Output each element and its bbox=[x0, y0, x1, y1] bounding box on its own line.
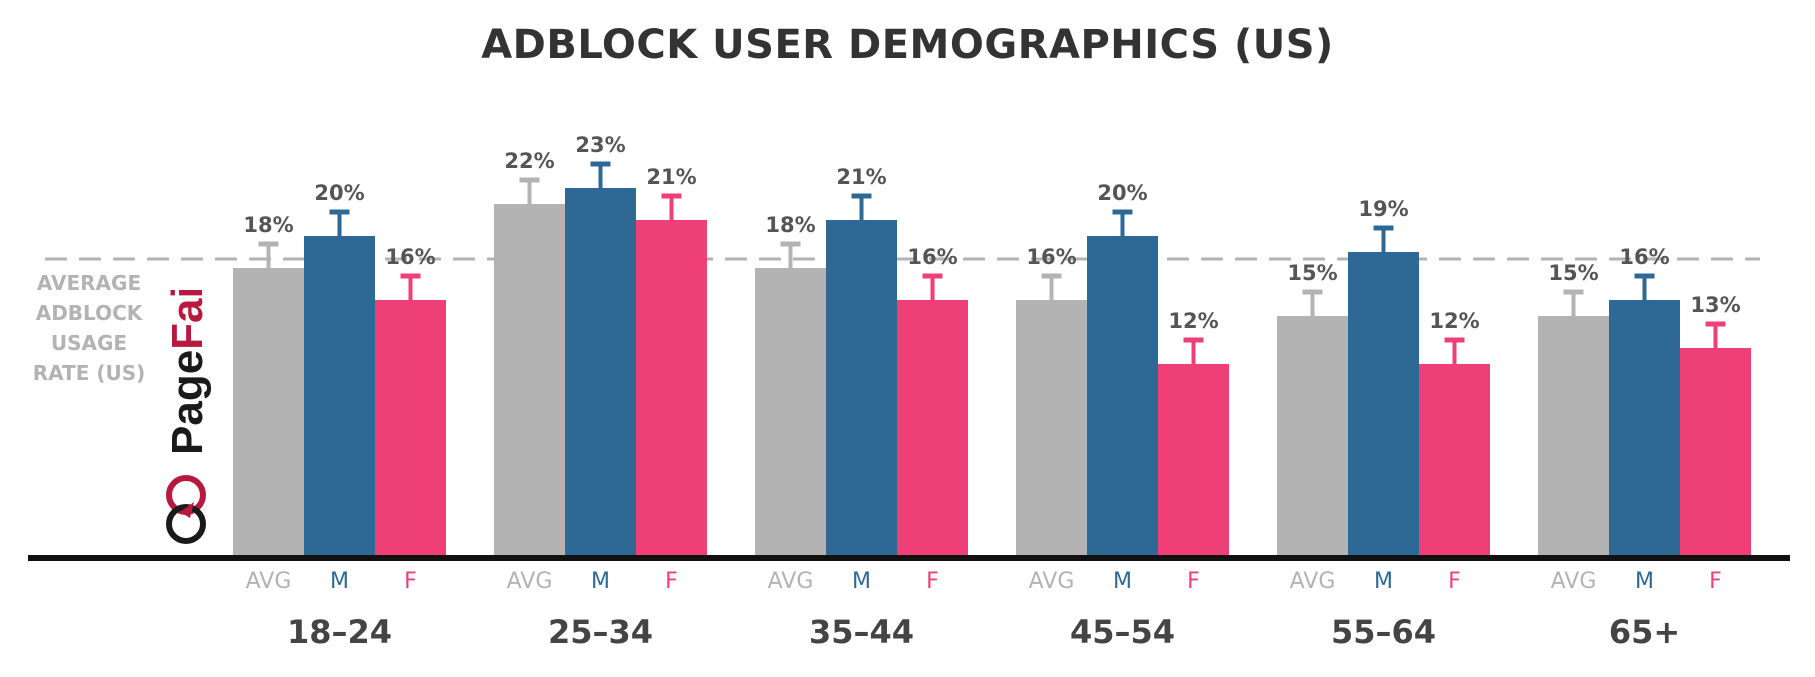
bar bbox=[1277, 316, 1348, 556]
bar bbox=[375, 300, 446, 556]
x-axis-group: AVG M F 18–24 AVG M F 25–34 AVG M F 35–44 AVG M F 45–54… bbox=[28, 555, 1790, 651]
tick-label: F bbox=[404, 569, 417, 594]
category-label: 65+ bbox=[1609, 613, 1680, 651]
data-label: 12% bbox=[1429, 309, 1479, 333]
tick-label: M bbox=[330, 569, 349, 594]
bar bbox=[826, 220, 897, 556]
bar bbox=[1016, 300, 1087, 556]
average-rate-label: AVERAGE ADBLOCK USAGE RATE (US) bbox=[14, 268, 164, 388]
category-label: 45–54 bbox=[1070, 613, 1175, 651]
bar bbox=[897, 300, 968, 556]
pagefair-logo: PageFair bbox=[163, 290, 212, 544]
category-label: 25–34 bbox=[548, 613, 653, 651]
data-label: 16% bbox=[907, 245, 957, 269]
tick-label: AVG bbox=[1290, 569, 1336, 594]
bar bbox=[1538, 316, 1609, 556]
tick-label: M bbox=[852, 569, 871, 594]
bar bbox=[494, 204, 565, 556]
data-label: 21% bbox=[646, 165, 696, 189]
category-label: 35–44 bbox=[809, 613, 914, 651]
average-rate-label-line: USAGE bbox=[50, 331, 128, 355]
bar bbox=[1609, 300, 1680, 556]
tick-label: AVG bbox=[1551, 569, 1597, 594]
data-label: 20% bbox=[1097, 181, 1147, 205]
tick-label: AVG bbox=[1029, 569, 1075, 594]
tick-label: F bbox=[926, 569, 939, 594]
data-label: 20% bbox=[314, 181, 364, 205]
bars-group bbox=[233, 161, 1751, 556]
bar bbox=[1348, 252, 1419, 556]
data-label: 19% bbox=[1358, 197, 1408, 221]
data-label: 18% bbox=[765, 213, 815, 237]
bar bbox=[1419, 364, 1490, 556]
tick-label: F bbox=[1448, 569, 1461, 594]
tick-label: AVG bbox=[507, 569, 553, 594]
bar bbox=[565, 188, 636, 556]
tick-label: M bbox=[591, 569, 610, 594]
pagefair-logo-text: PageFair bbox=[163, 290, 212, 455]
bar bbox=[233, 268, 304, 556]
average-rate-label-line: ADBLOCK bbox=[35, 301, 143, 325]
bar bbox=[1158, 364, 1229, 556]
tick-label: AVG bbox=[768, 569, 814, 594]
average-rate-label-line: RATE (US) bbox=[32, 361, 146, 385]
bar bbox=[1087, 236, 1158, 556]
tick-label: AVG bbox=[246, 569, 292, 594]
data-label: 22% bbox=[504, 149, 554, 173]
average-rate-label-line: AVERAGE bbox=[36, 271, 142, 295]
data-label: 13% bbox=[1690, 293, 1740, 317]
data-label: 12% bbox=[1168, 309, 1218, 333]
tick-label: F bbox=[1187, 569, 1200, 594]
data-label: 23% bbox=[575, 133, 625, 157]
chart-title: ADBLOCK USER DEMOGRAPHICS (US) bbox=[481, 22, 1334, 68]
data-label: 21% bbox=[836, 165, 886, 189]
data-label: 16% bbox=[1619, 245, 1669, 269]
pagefair-logo-icon bbox=[166, 475, 206, 544]
data-label: 16% bbox=[385, 245, 435, 269]
data-label: 15% bbox=[1287, 261, 1337, 285]
tick-label: M bbox=[1113, 569, 1132, 594]
data-label: 16% bbox=[1026, 245, 1076, 269]
data-label: 15% bbox=[1548, 261, 1598, 285]
bar bbox=[1680, 348, 1751, 556]
category-label: 18–24 bbox=[287, 613, 392, 651]
bar bbox=[636, 220, 707, 556]
bar bbox=[755, 268, 826, 556]
tick-label: F bbox=[665, 569, 678, 594]
value-labels-group: 18% 20% 16% 22% 23% 21% 18% 21% 16% 16% 20% 12% 15% 1… bbox=[243, 133, 1740, 333]
tick-label: M bbox=[1635, 569, 1654, 594]
bar bbox=[304, 236, 375, 556]
category-label: 55–64 bbox=[1331, 613, 1436, 651]
tick-label: F bbox=[1709, 569, 1722, 594]
data-label: 18% bbox=[243, 213, 293, 237]
tick-label: M bbox=[1374, 569, 1393, 594]
